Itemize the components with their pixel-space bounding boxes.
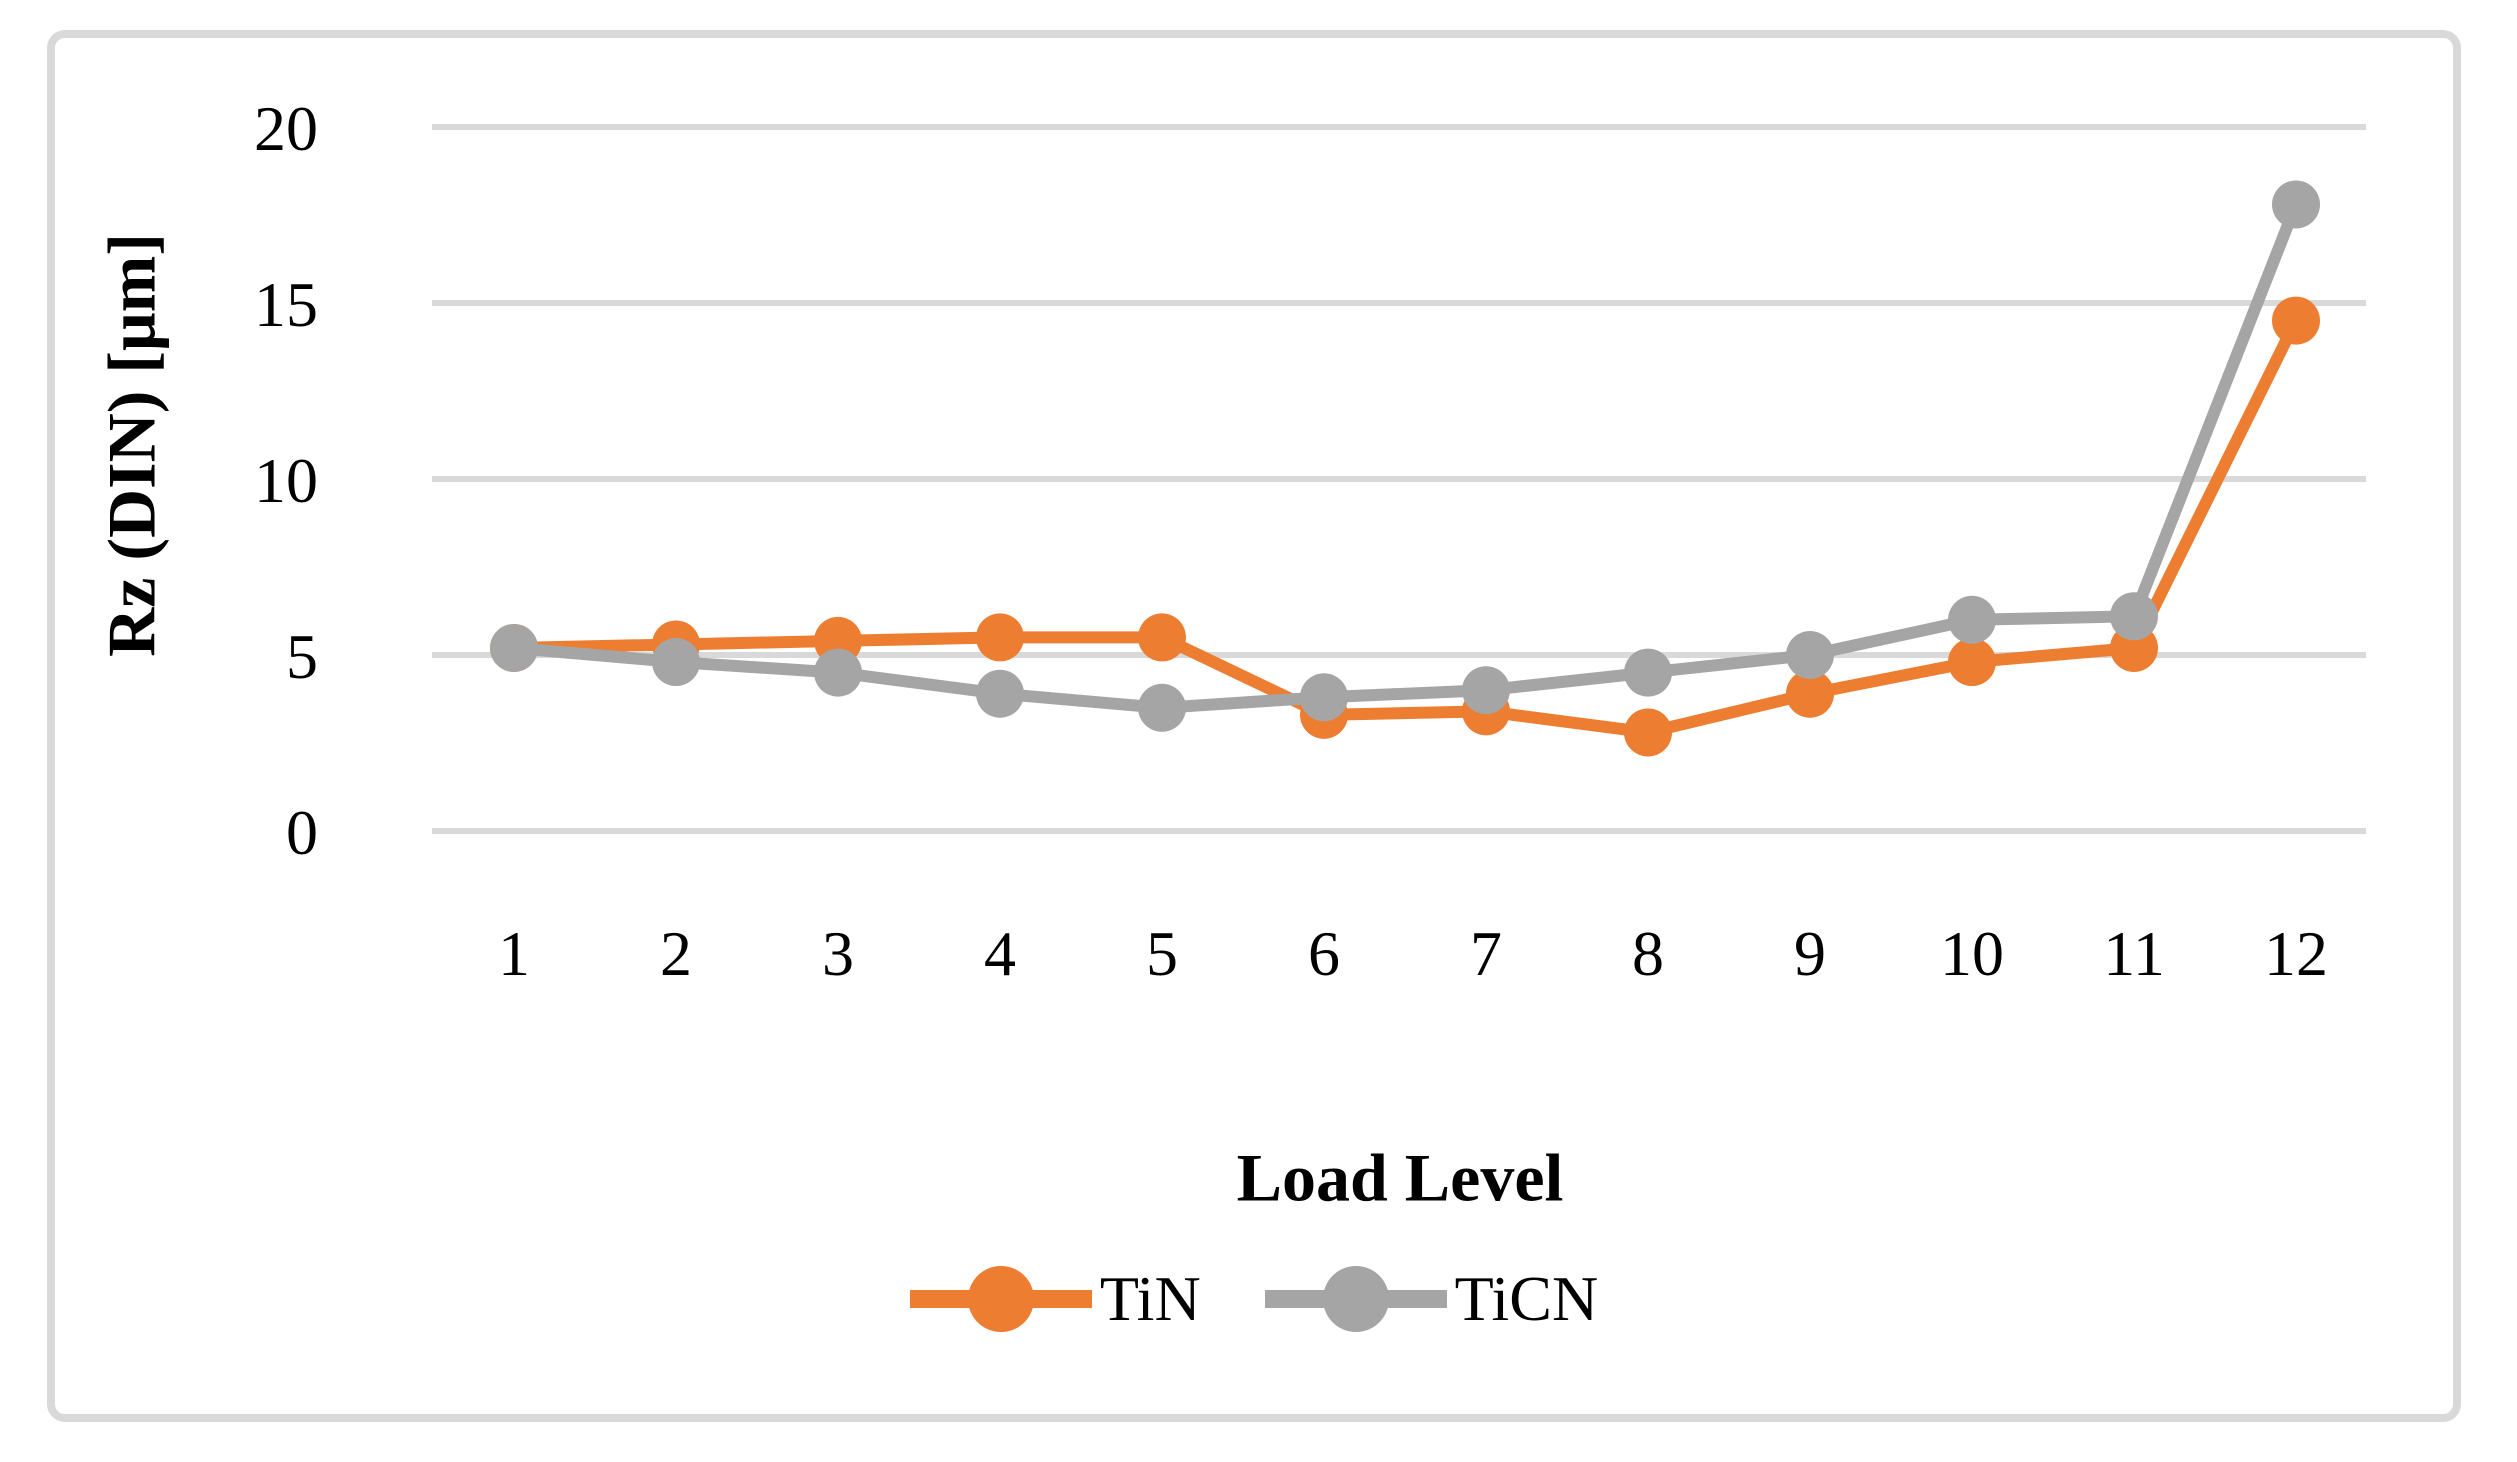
y-axis-title: Rz (DIN) [μm] (93, 233, 170, 657)
chart-frame (47, 30, 2461, 1422)
y-tick-label: 0 (286, 797, 318, 868)
data-point-marker-TiCN (976, 669, 1024, 718)
data-point-marker-TiCN (1138, 683, 1186, 732)
data-point-marker-TiN (1786, 669, 1834, 718)
data-point-marker-TiCN (652, 638, 700, 687)
x-tick-label: 4 (984, 918, 1016, 989)
data-point-marker-TiN (2272, 296, 2320, 345)
data-point-marker-TiN (1138, 613, 1186, 662)
legend-line-marker-icon (909, 1265, 1092, 1333)
legend-line-marker-icon (1264, 1265, 1447, 1333)
x-axis-title: Load Level (1236, 1139, 1564, 1216)
data-point-marker-TiN (1624, 708, 1672, 757)
x-tick-label: 3 (822, 918, 854, 989)
x-tick-label: 8 (1632, 918, 1664, 989)
data-point-marker-TiN (976, 613, 1024, 662)
data-point-marker-TiCN (1462, 666, 1510, 715)
data-point-marker-TiCN (1786, 631, 1834, 679)
y-tick-label: 5 (286, 621, 318, 692)
data-point-marker-TiCN (1948, 595, 1996, 644)
data-point-marker-TiCN (814, 648, 862, 697)
legend-item-TiN: TiN (909, 1262, 1201, 1336)
data-point-marker-TiCN (1624, 648, 1672, 697)
y-tick-label: 15 (254, 269, 318, 340)
data-point-marker-TiCN (2110, 592, 2158, 641)
x-tick-label: 12 (2264, 918, 2328, 989)
x-tick-label: 6 (1308, 918, 1340, 989)
data-point-marker-TiCN (490, 623, 538, 672)
x-tick-label: 2 (660, 918, 692, 989)
legend-label: TiCN (1454, 1263, 1599, 1334)
x-tick-label: 11 (2103, 918, 2165, 989)
x-tick-label: 1 (498, 918, 530, 989)
y-tick-label: 10 (254, 445, 318, 516)
legend: TiN TiCN (50, 1262, 2458, 1336)
legend-label: TiN (1099, 1263, 1201, 1334)
data-point-marker-TiN (1948, 638, 1996, 687)
series-line-TiCN (508, 198, 2302, 714)
x-tick-label: 5 (1146, 918, 1178, 989)
series-line-TiN (508, 314, 2302, 739)
data-point-marker-TiCN (1300, 673, 1348, 722)
x-tick-label: 7 (1470, 918, 1502, 989)
x-tick-label: 10 (1940, 918, 2004, 989)
data-point-marker-TiCN (2272, 180, 2320, 229)
legend-item-TiCN: TiCN (1264, 1262, 1599, 1336)
x-tick-label: 9 (1794, 918, 1826, 989)
y-tick-label: 20 (254, 93, 318, 164)
